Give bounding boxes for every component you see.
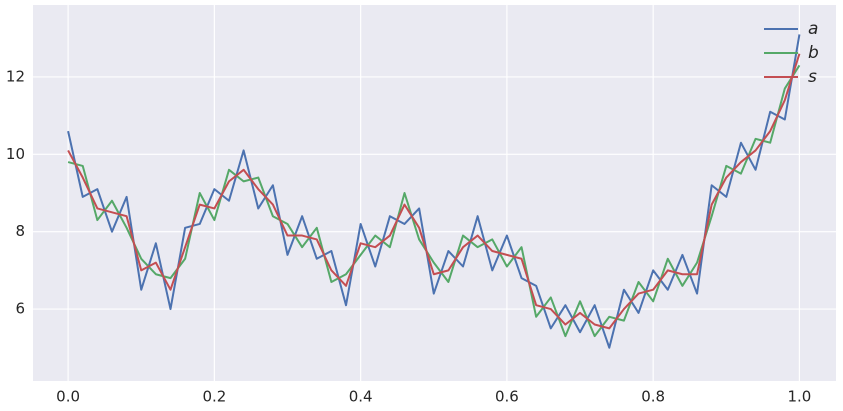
legend-label: b bbox=[808, 43, 819, 63]
plot-area bbox=[33, 5, 836, 381]
y-tick-label: 6 bbox=[15, 300, 25, 318]
x-tick-label: 0.2 bbox=[202, 388, 226, 406]
legend-label: a bbox=[808, 19, 818, 39]
x-tick-label: 1.0 bbox=[788, 388, 812, 406]
y-tick-label: 12 bbox=[6, 67, 25, 85]
legend-label: s bbox=[808, 67, 817, 87]
x-tick-label: 0.8 bbox=[641, 388, 665, 406]
x-tick-label: 0.4 bbox=[349, 388, 373, 406]
series-line bbox=[67, 64, 801, 338]
y-tick-label: 8 bbox=[15, 222, 25, 240]
y-tick-label: 10 bbox=[6, 145, 25, 163]
x-tick-label: 0.0 bbox=[56, 388, 80, 406]
x-tick-label: 0.6 bbox=[495, 388, 519, 406]
series-line bbox=[67, 53, 801, 330]
series-line bbox=[67, 34, 801, 349]
